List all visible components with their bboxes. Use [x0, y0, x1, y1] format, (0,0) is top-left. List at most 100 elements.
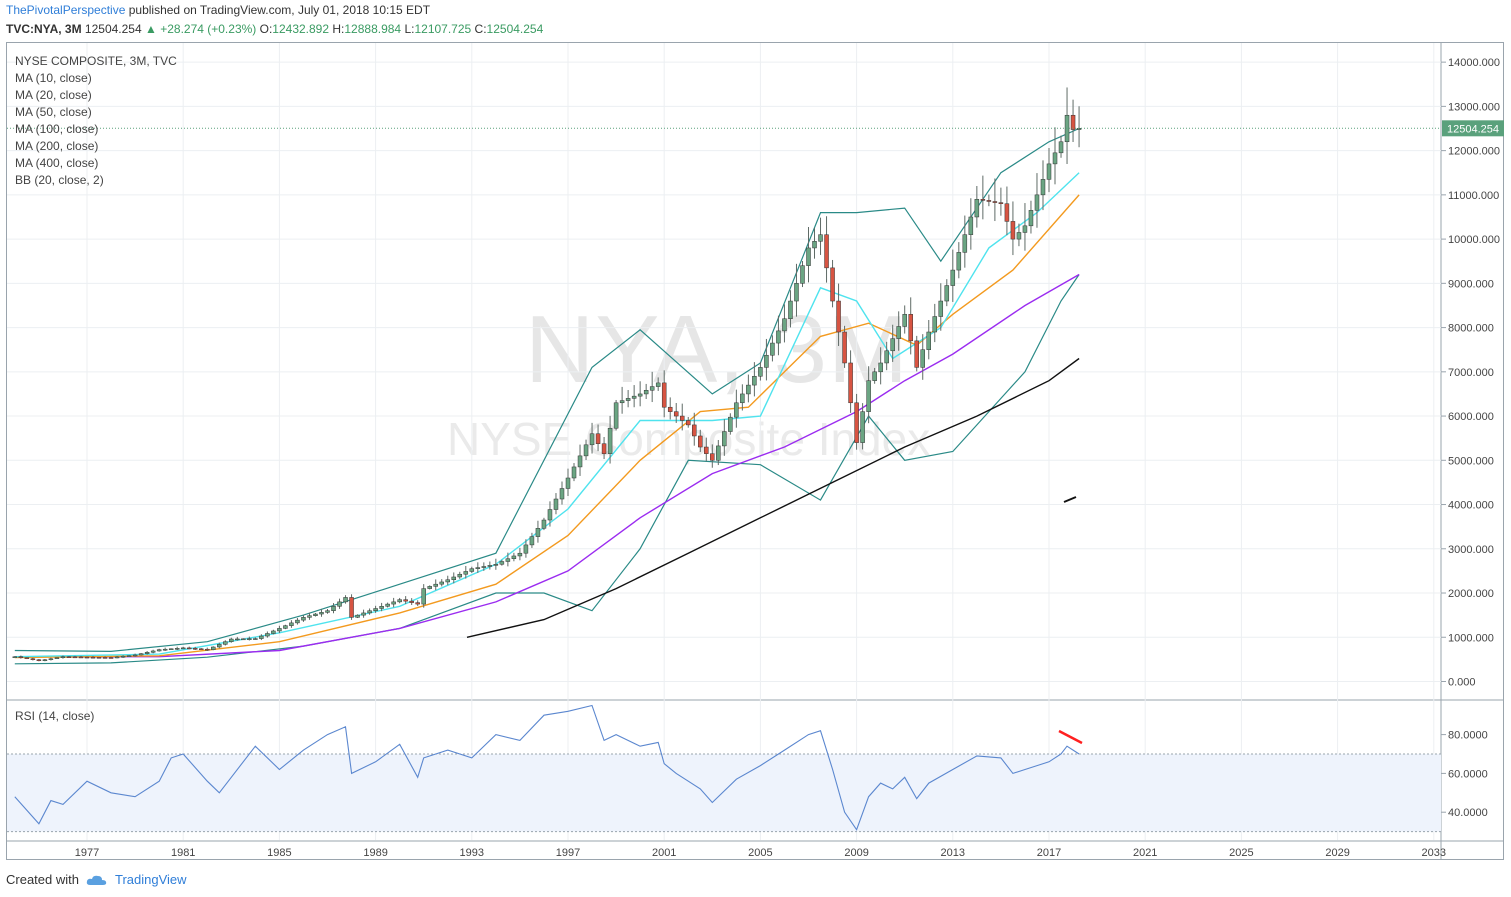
candle-body — [986, 200, 992, 202]
candle-body — [102, 657, 108, 659]
candle-body — [932, 316, 938, 333]
candle-body — [920, 349, 925, 368]
candle-body — [421, 588, 426, 605]
rsi-legend[interactable]: RSI (14, close) — [15, 709, 95, 723]
legend-ma10[interactable]: MA (10, close) — [15, 71, 92, 85]
candle-body — [673, 411, 679, 417]
last-price-tag — [1442, 120, 1504, 137]
candle-body — [295, 619, 300, 624]
candle-body — [108, 657, 114, 659]
y-tick-label: 12000.000 — [1448, 146, 1500, 158]
candle-body — [355, 614, 360, 618]
candle-body — [601, 443, 607, 454]
y-tick-label: 10000.000 — [1448, 234, 1500, 246]
x-tick-label: 2029 — [1325, 847, 1349, 859]
candle-body — [361, 612, 366, 616]
y-tick-label: 4000.000 — [1448, 500, 1494, 512]
candle-body — [902, 314, 907, 327]
candle-body — [42, 659, 48, 661]
x-tick-label: 1997 — [556, 847, 580, 859]
candle-body — [84, 656, 90, 659]
y-tick-label: 14000.000 — [1448, 57, 1500, 69]
candle-body — [349, 597, 354, 618]
candle-body — [337, 601, 342, 607]
candle-body — [667, 406, 673, 412]
candle-body — [30, 658, 36, 660]
candle-body — [752, 375, 757, 386]
candle-body — [271, 630, 276, 634]
indicator-legend: NYSE COMPOSITE, 3M, TVC MA (10, close) M… — [15, 53, 177, 189]
candle-body — [535, 528, 541, 537]
change-value: ▲ +28.274 (+0.23%) — [145, 22, 257, 36]
legend-ma50[interactable]: MA (50, close) — [15, 105, 92, 119]
candle-body — [1064, 114, 1070, 143]
candle-body — [211, 646, 216, 650]
high-value: 12888.984 — [344, 22, 402, 36]
candle-body — [18, 656, 24, 658]
legend-bb[interactable]: BB (20, close, 2) — [15, 173, 104, 187]
candle-body — [794, 283, 799, 302]
candle-body — [481, 566, 487, 568]
candle-body — [812, 241, 817, 249]
candle-body — [890, 338, 895, 352]
candle-body — [860, 411, 865, 443]
candle-body — [583, 444, 589, 457]
quote-bar: TVC:NYA, 3M 12504.254 ▲ +28.274 (+0.23%)… — [6, 22, 543, 36]
candle-body — [144, 652, 150, 654]
legend-ma100[interactable]: MA (100, close) — [15, 122, 99, 136]
candle-body — [132, 654, 138, 657]
candle-body — [926, 331, 931, 350]
candle-body — [980, 199, 986, 201]
y-tick-label: 8000.000 — [1448, 323, 1494, 335]
legend-title[interactable]: NYSE COMPOSITE, 3M, TVC — [15, 54, 177, 68]
candle-body — [241, 638, 246, 641]
candle-body — [1046, 163, 1052, 180]
candle-body — [541, 519, 547, 529]
candle-body — [307, 615, 312, 618]
candle-body — [776, 330, 781, 344]
y-tick-label: 2000.000 — [1448, 588, 1494, 600]
tradingview-link[interactable]: TradingView — [114, 872, 187, 887]
candle-body — [433, 583, 438, 587]
candle-body — [896, 326, 901, 339]
candle-body — [800, 265, 805, 284]
candle-body — [830, 267, 835, 302]
candle-body — [186, 647, 192, 650]
candle-body — [643, 390, 649, 395]
candle-body — [325, 610, 330, 613]
y-tick-label: 3000.000 — [1448, 544, 1494, 556]
candle-body — [150, 650, 156, 653]
legend-ma200[interactable]: MA (200, close) — [15, 139, 99, 153]
author-link[interactable]: ThePivotalPerspective — [6, 3, 126, 17]
candle-body — [818, 234, 823, 242]
y-tick-label: 5000.000 — [1448, 455, 1494, 467]
close-value: 12504.254 — [486, 22, 544, 36]
high-label: H: — [332, 22, 345, 36]
candle-body — [205, 648, 210, 651]
legend-ma400[interactable]: MA (400, close) — [15, 156, 99, 170]
candle-body — [758, 367, 763, 377]
open-label: O: — [259, 22, 273, 36]
candle-body — [553, 498, 559, 510]
candle-body — [1076, 128, 1082, 130]
candle-body — [168, 648, 174, 651]
candle-body — [289, 622, 294, 626]
publish-info: ThePivotalPerspective published on Tradi… — [6, 3, 430, 17]
candle-body — [728, 416, 733, 432]
candle-body — [974, 199, 980, 218]
candle-body — [559, 488, 565, 500]
candle-body — [60, 656, 66, 658]
candle-body — [1034, 194, 1040, 211]
candle-body — [998, 202, 1004, 204]
candle-body — [631, 395, 637, 399]
ma10-line — [14, 172, 1080, 658]
candle-body — [637, 393, 643, 397]
candle-body — [277, 628, 282, 632]
legend-ma20[interactable]: MA (20, close) — [15, 88, 92, 102]
candle-body — [367, 610, 372, 614]
candle-body — [746, 384, 751, 395]
candle-body — [956, 252, 962, 271]
candle-body — [66, 656, 72, 658]
candle-body — [878, 362, 883, 373]
